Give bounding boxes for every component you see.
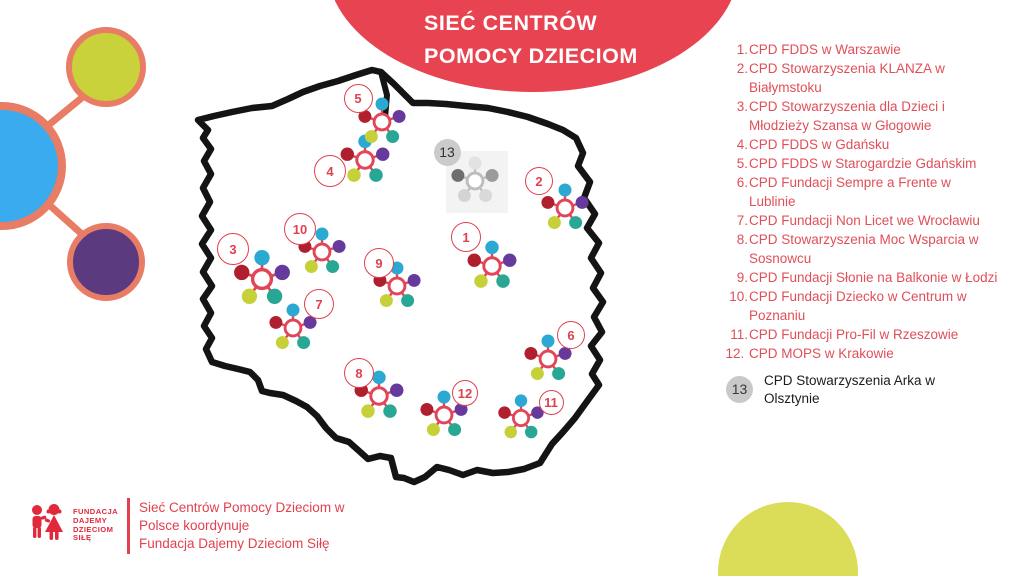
- map-marker-6-molecule: [521, 332, 575, 386]
- logo-word-1: FUNDACJA: [73, 507, 118, 516]
- legend-item-number: 3.: [736, 99, 748, 114]
- map-marker-5-molecule: [355, 95, 409, 149]
- map-marker-12-molecule: [417, 388, 471, 442]
- molecule-icon: [269, 303, 317, 350]
- molecule-icon: [420, 390, 468, 437]
- children-logo-icon: [32, 504, 63, 540]
- legend-item-number: 4.: [736, 137, 748, 152]
- legend-item-number: 9.: [736, 270, 748, 285]
- legend-item-9: 9. CPD Fundacji Słonie na Balkonie w Łodz…: [716, 268, 1016, 287]
- legend-item-number: 7.: [736, 213, 748, 228]
- legend-item-number: 12.: [725, 346, 748, 361]
- legend-item-number: 8.: [736, 232, 748, 247]
- legend-item-label: CPD MOPS w Krakowie: [749, 346, 894, 361]
- decorative-circles-left: [0, 27, 146, 301]
- legend-item-10: 10. CPD Fundacji Dziecko w Centrum w Pozn…: [716, 287, 1016, 325]
- molecule-icon: [541, 183, 589, 230]
- legend-item-13-label: CPD Stowarzyszenia Arka w Olsztynie: [764, 373, 936, 406]
- legend-item-label: CPD Stowarzyszenia Moc Wsparcia w Sosnow…: [749, 232, 979, 266]
- legend-list: 1. CPD FDDS w Warszawie 2. CPD Stowarzyszen…: [716, 40, 1016, 407]
- legend-item-label: CPD FDDS w Gdańsku: [749, 137, 890, 152]
- gray-number-badge: 13: [726, 376, 753, 403]
- map-marker-13-number: 13: [433, 138, 461, 166]
- legend-item-label: CPD FDDS w Warszawie: [749, 42, 901, 57]
- map-marker-3-number: 3: [217, 233, 249, 265]
- map-marker-2-molecule: [538, 181, 592, 235]
- map-marker-9-molecule: [370, 259, 424, 313]
- molecule-icon: [234, 249, 290, 304]
- molecule-icon: [354, 370, 404, 418]
- footer-divider: [127, 498, 130, 554]
- map-marker-1-molecule: [464, 238, 520, 294]
- legend-item-number: 10.: [729, 289, 748, 304]
- molecule-icon: [373, 261, 421, 308]
- map-marker-11-number: 11: [538, 389, 564, 415]
- logo-word-4: SIŁĘ: [73, 533, 92, 543]
- map-marker-8-molecule: [351, 368, 407, 424]
- map-marker-1-number: 1: [451, 222, 481, 252]
- legend-item-label: CPD Fundacji Non Licet we Wrocławiu: [749, 213, 980, 228]
- purple-circle: [67, 223, 145, 301]
- logo-word-2: DAJEMY: [73, 515, 108, 525]
- map-marker-12-number: 12: [452, 380, 478, 406]
- legend-item-13: 13 CPD Stowarzyszenia Arka w Olsztynie: [726, 372, 1016, 407]
- legend-item-2: 2. CPD Stowarzyszenia KLANZA w Białymstok…: [716, 59, 1016, 97]
- map-marker-4-number: 4: [314, 155, 346, 187]
- legend-item-label: CPD Fundacji Pro-Fil w Rzeszowie: [749, 327, 959, 342]
- blue-circle: [0, 102, 66, 230]
- legend-item-label: CPD Fundacji Dziecko w Centrum w Poznani…: [749, 289, 967, 323]
- legend-item-label: CPD FDDS w Starogardzie Gdańskim: [749, 156, 977, 171]
- page-title: SIEĆ CENTRÓW POMOCY DZIECIOM: [424, 7, 638, 73]
- map-marker-8-number: 8: [344, 358, 374, 388]
- map-marker-7-molecule: [266, 301, 320, 355]
- legend-item-label: CPD Fundacji Słonie na Balkonie w Łodzi: [749, 270, 998, 285]
- title-line-2: POMOCY DZIECIOM: [424, 44, 638, 68]
- map-marker-3-molecule: [230, 247, 294, 311]
- map-marker-7-number: 7: [304, 289, 334, 319]
- legend-item-1: 1. CPD FDDS w Warszawie: [716, 40, 1016, 59]
- map-marker-13-molecule: [448, 154, 502, 208]
- map-marker-9-number: 9: [364, 248, 394, 278]
- hel-peninsula-stroke: [378, 69, 391, 121]
- yellow-circle: [66, 27, 146, 107]
- legend-item-label: CPD Fundacji Sempre a Frente w Lublinie: [749, 175, 951, 209]
- map-marker-2-number: 2: [525, 167, 553, 195]
- molecule-icon: [524, 334, 572, 381]
- legend-item-11: 11. CPD Fundacji Pro-Fil w Rzeszowie: [716, 325, 1016, 344]
- map-marker-5-number: 5: [343, 83, 373, 113]
- legend-item-5: 5. CPD FDDS w Starogardzie Gdańskim: [716, 154, 1016, 173]
- legend-item-8: 8. CPD Stowarzyszenia Moc Wsparcia w Sosn…: [716, 230, 1016, 268]
- legend-item-3: 3. CPD Stowarzyszenia dla Dzieci i Młodzi…: [716, 97, 1016, 135]
- footer-caption: Sieć Centrów Pomocy Dzieciom w Polsce ko…: [139, 499, 345, 553]
- footer-caption-line-3: Fundacja Dajemy Dzieciom Siłę: [139, 536, 330, 551]
- legend-item-number: 1.: [736, 42, 748, 57]
- footer-caption-line-2: Polsce koordynuje: [139, 518, 250, 533]
- legend-item-number: 6.: [736, 175, 748, 190]
- footer-caption-line-1: Sieć Centrów Pomocy Dzieciom w: [139, 500, 345, 515]
- molecule-icon: [451, 156, 499, 203]
- logo-wordmark: FUNDACJA DAJEMY DZIECIOM SIŁĘ: [73, 507, 118, 543]
- legend-item-7: 7. CPD Fundacji Non Licet we Wrocławiu: [716, 211, 1016, 230]
- legend-item-label: CPD Stowarzyszenia dla Dzieci i Młodzież…: [749, 99, 945, 133]
- molecule-icon: [358, 97, 406, 144]
- legend-item-label: CPD Stowarzyszenia KLANZA w Białymstoku: [749, 61, 945, 95]
- title-line-1: SIEĆ CENTRÓW: [424, 11, 598, 35]
- molecule-icon: [467, 240, 517, 288]
- legend-item-number: 2.: [736, 61, 748, 76]
- legend-item-12: 12. CPD MOPS w Krakowie: [716, 344, 1016, 363]
- map-marker-10-number: 10: [284, 213, 316, 245]
- logo-word-3: DZIECIOM: [73, 524, 114, 534]
- map-marker-6-number: 6: [557, 321, 585, 349]
- legend-item-6: 6. CPD Fundacji Sempre a Frente w Lublini…: [716, 173, 1016, 211]
- legend-item-4: 4. CPD FDDS w Gdańsku: [716, 135, 1016, 154]
- legend-item-number: 11.: [730, 327, 748, 342]
- legend-item-number: 5.: [736, 156, 748, 171]
